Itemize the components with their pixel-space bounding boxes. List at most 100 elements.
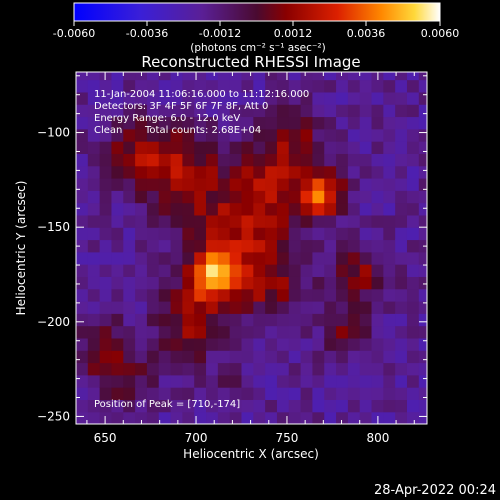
heatmap-cell: [383, 337, 396, 351]
heatmap-cell: [312, 387, 325, 400]
heatmap-cell: [312, 411, 325, 424]
heatmap-cell: [324, 91, 337, 105]
heatmap-cell: [206, 325, 219, 339]
heatmap-cell: [194, 276, 207, 290]
heatmap-cell: [182, 276, 195, 290]
heatmap-cell: [146, 165, 160, 179]
heatmap-cell: [383, 141, 396, 154]
heatmap-cell: [146, 300, 160, 314]
heatmap-cell: [312, 190, 325, 204]
heatmap-cell: [206, 177, 219, 191]
heatmap-cell: [111, 362, 124, 376]
heatmap-cell: [395, 239, 408, 253]
heatmap-cell: [300, 276, 314, 290]
heatmap-cell: [87, 251, 101, 265]
heatmap-cell: [300, 399, 314, 413]
heatmap-cell: [312, 128, 325, 142]
heatmap-cell: [265, 104, 278, 118]
heatmap-cell: [170, 190, 183, 204]
heatmap-cell: [206, 300, 219, 314]
heatmap-cell: [300, 411, 314, 424]
heatmap-cell: [217, 202, 231, 216]
heatmap-cell: [158, 177, 172, 191]
heatmap-cell: [135, 202, 148, 216]
heatmap-cell: [395, 399, 408, 413]
heatmap-cell: [371, 79, 384, 93]
heatmap-cell: [418, 387, 427, 400]
heatmap-cell: [76, 177, 89, 191]
heatmap-cell: [170, 91, 183, 105]
heatmap-cell: [359, 288, 373, 302]
heatmap-cell: [135, 239, 148, 253]
heatmap-cell: [87, 264, 101, 277]
heatmap-cell: [241, 337, 254, 351]
heatmap-cell: [300, 264, 314, 277]
heatmap-cell: [229, 300, 243, 314]
heatmap-cell: [217, 72, 231, 81]
heatmap-cell: [253, 72, 266, 81]
heatmap-cell: [347, 79, 361, 93]
heatmap-cell: [406, 313, 420, 327]
heatmap-cell: [253, 387, 266, 400]
heatmap-cell: [347, 104, 361, 118]
heatmap-cell: [383, 190, 396, 204]
heatmap-cell: [265, 239, 278, 253]
heatmap-cell: [395, 411, 408, 424]
heatmap-cell: [206, 141, 219, 154]
heatmap-cell: [324, 350, 337, 364]
heatmap-cell: [135, 141, 148, 154]
heatmap-cell: [87, 325, 101, 339]
heatmap-cell: [359, 72, 373, 81]
heatmap-cell: [300, 91, 314, 105]
heatmap-cell: [371, 104, 384, 118]
heatmap-cell: [111, 313, 124, 327]
heatmap-cell: [182, 153, 195, 167]
heatmap-cell: [123, 399, 136, 413]
heatmap-cell: [265, 165, 278, 179]
heatmap-cell: [406, 362, 420, 376]
heatmap-cell: [146, 128, 160, 142]
heatmap-cell: [194, 128, 207, 142]
heatmap-cell: [241, 72, 254, 81]
heatmap-cell: [111, 72, 124, 81]
heatmap-cell: [300, 325, 314, 339]
heatmap-cell: [217, 276, 231, 290]
heatmap-cell: [87, 165, 101, 179]
heatmap-cell: [229, 165, 243, 179]
heatmap-cell: [300, 116, 314, 130]
heatmap-cell: [253, 214, 266, 228]
heatmap-cell: [371, 399, 384, 413]
heatmap-cell: [182, 177, 195, 191]
heatmap-cell: [111, 239, 124, 253]
heatmap-cell: [347, 276, 361, 290]
heatmap-cell: [135, 300, 148, 314]
heatmap-cell: [170, 276, 183, 290]
heatmap-cell: [146, 387, 160, 400]
heatmap-cell: [324, 177, 337, 191]
heatmap-cell: [324, 313, 337, 327]
heatmap-cell: [406, 300, 420, 314]
heatmap-cell: [276, 374, 290, 388]
heatmap-cell: [217, 79, 231, 93]
heatmap-cell: [76, 313, 89, 327]
heatmap-cell: [111, 399, 124, 413]
heatmap-cell: [146, 411, 160, 424]
heatmap-cell: [146, 79, 160, 93]
heatmap-cell: [135, 104, 148, 118]
heatmap-cell: [158, 387, 172, 400]
heatmap-cell: [406, 399, 420, 413]
heatmap-cell: [87, 202, 101, 216]
heatmap-cell: [123, 313, 136, 327]
heatmap-cell: [194, 399, 207, 413]
heatmap-cell: [347, 288, 361, 302]
heatmap-cell: [241, 264, 254, 277]
heatmap-cell: [99, 79, 113, 93]
heatmap-cell: [418, 411, 427, 424]
heatmap-cell: [99, 362, 113, 376]
heatmap-cell: [158, 202, 172, 216]
colorbar-tick-label: -0.0012: [199, 27, 241, 40]
heatmap-cell: [347, 337, 361, 351]
heatmap-cell: [265, 202, 278, 216]
heatmap-cell: [229, 251, 243, 265]
heatmap-cell: [194, 141, 207, 154]
